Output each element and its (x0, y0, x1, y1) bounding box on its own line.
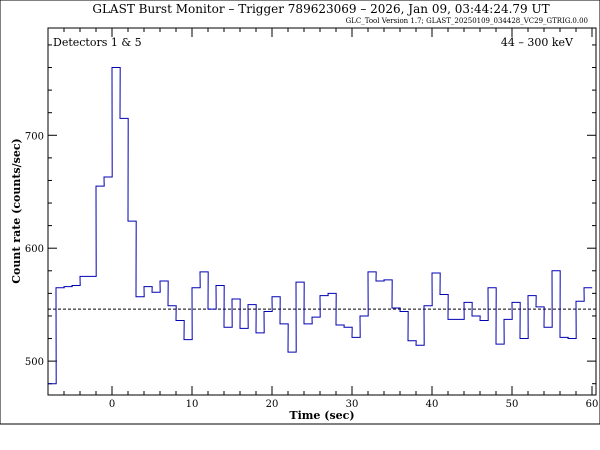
x-axis-label: Time (sec) (289, 409, 354, 422)
axis-ticks (47, 28, 596, 395)
energy-range-label: 44 – 300 keV (501, 36, 574, 49)
figure-frame (0, 0, 600, 425)
y-tick-label: 700 (25, 131, 44, 142)
chart-title: GLAST Burst Monitor – Trigger 789623069 … (92, 2, 549, 16)
x-tick-label: 0 (109, 399, 115, 410)
y-tick-label: 600 (25, 244, 44, 255)
y-tick-label: 500 (25, 357, 44, 368)
x-tick-label: 30 (346, 399, 359, 410)
plot-frame (47, 27, 597, 396)
tick-labels: 0 10 20 30 40 50 60 500 600 700 (25, 131, 598, 410)
detectors-label: Detectors 1 & 5 (53, 36, 142, 49)
series-step-line (48, 67, 593, 385)
y-axis-label: Count rate (counts/sec) (10, 138, 23, 283)
x-tick-label: 10 (186, 399, 199, 410)
x-tick-label: 20 (266, 399, 279, 410)
x-tick-label: 40 (426, 399, 439, 410)
chart-subtitle: GLC_Tool Version 1.7; GLAST_20250109_034… (346, 17, 588, 25)
x-tick-label: 60 (586, 399, 599, 410)
x-tick-label: 50 (506, 399, 519, 410)
